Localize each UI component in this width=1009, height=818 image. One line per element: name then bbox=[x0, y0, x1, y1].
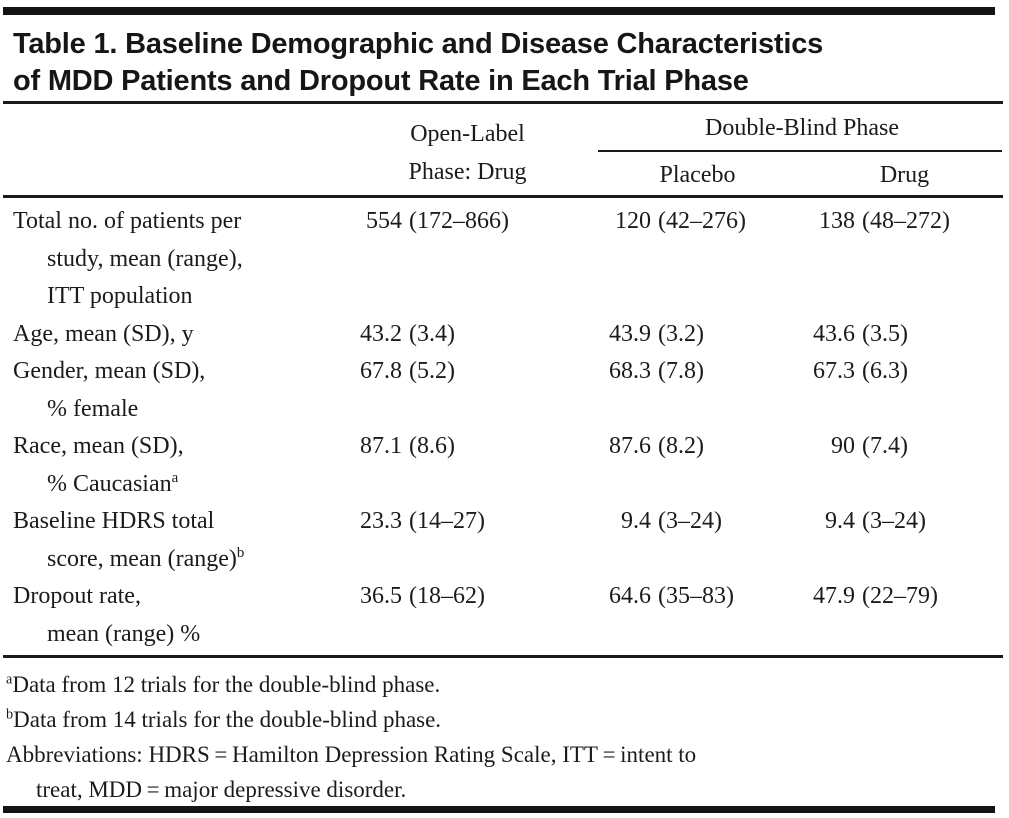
cell-drug: 9.4 (3–24) bbox=[800, 503, 1000, 541]
row-label-text: Baseline HDRS total score, mean (range) bbox=[13, 508, 237, 572]
rule-under-double-blind bbox=[598, 150, 1002, 152]
value-range: (3.4) bbox=[409, 320, 455, 347]
footnote-text: Abbreviations: HDRS = Hamilton Depressio… bbox=[6, 742, 697, 802]
value-range: (6.3) bbox=[862, 358, 908, 384]
cell-placebo: 9.4 (3–24) bbox=[595, 503, 800, 541]
footnote-b: bData from 14 trials for the double-blin… bbox=[6, 702, 1006, 737]
value-range: (3–24) bbox=[862, 508, 926, 534]
value-range: (172–866) bbox=[409, 208, 509, 234]
value-mean: 87.6 bbox=[609, 433, 651, 459]
rule-under-title bbox=[3, 101, 1003, 104]
row-label-text: Age, mean (SD), y bbox=[13, 320, 194, 347]
value-range: (7.4) bbox=[862, 433, 908, 459]
value-mean: 43.6 bbox=[813, 320, 855, 347]
value-mean: 47.9 bbox=[813, 583, 855, 609]
value-mean: 36.5 bbox=[360, 583, 402, 609]
rule-under-body bbox=[3, 655, 1003, 658]
row-label: Baseline HDRS total score, mean (range)b bbox=[13, 503, 340, 578]
value-mean: 64.6 bbox=[609, 583, 651, 609]
cell-drug: 47.9 (22–79) bbox=[800, 578, 1000, 616]
footnote-a: aData from 12 trials for the double-blin… bbox=[6, 667, 1006, 702]
footnote-marker: b bbox=[6, 706, 14, 723]
row-label: Total no. of patients per study, mean (r… bbox=[13, 203, 340, 316]
value-range: (35–83) bbox=[658, 583, 734, 609]
cell-drug: 67.3 (6.3) bbox=[800, 353, 1000, 391]
row-label-text: Race, mean (SD), % Caucasian bbox=[13, 433, 184, 497]
cell-open-label: 43.2 (3.4) bbox=[340, 316, 595, 354]
row-label: Age, mean (SD), y bbox=[13, 316, 340, 354]
table-row: Race, mean (SD), % Caucasiana 87.1 (8.6) … bbox=[13, 428, 1003, 503]
value-mean: 87.1 bbox=[360, 433, 402, 459]
row-label-superscript: b bbox=[236, 544, 245, 561]
table-row: Dropout rate, mean (range) % 36.5 (18–62)… bbox=[13, 578, 1003, 653]
cell-open-label: 36.5 (18–62) bbox=[340, 578, 595, 616]
value-range: (42–276) bbox=[658, 208, 746, 234]
value-range: (3.5) bbox=[862, 320, 908, 347]
row-label-text: Gender, mean (SD), % female bbox=[13, 358, 206, 422]
value-range: (7.8) bbox=[658, 358, 704, 384]
cell-open-label: 87.1 (8.6) bbox=[340, 428, 595, 466]
cell-placebo: 68.3 (7.8) bbox=[595, 353, 800, 391]
bottom-rule-thick bbox=[3, 806, 995, 813]
cell-open-label: 67.8 (5.2) bbox=[340, 353, 595, 391]
cell-placebo: 87.6 (8.2) bbox=[595, 428, 800, 466]
value-range: (5.2) bbox=[409, 358, 455, 384]
cell-open-label: 554 (172–866) bbox=[340, 203, 595, 241]
footnote-text: Data from 12 trials for the double-blind… bbox=[12, 672, 441, 697]
value-mean: 9.4 bbox=[825, 508, 855, 534]
cell-placebo: 43.9 (3.2) bbox=[595, 316, 800, 354]
table-row: Age, mean (SD), y 43.2 (3.4) 43.9 (3.2) 43… bbox=[13, 316, 1003, 354]
footnotes: aData from 12 trials for the double-blin… bbox=[6, 667, 1006, 807]
footnote-marker: a bbox=[6, 671, 13, 688]
value-range: (14–27) bbox=[409, 508, 485, 534]
value-mean: 138 bbox=[819, 208, 855, 234]
cell-drug: 138 (48–272) bbox=[800, 203, 1000, 241]
table-row: Total no. of patients per study, mean (r… bbox=[13, 203, 1003, 316]
column-header-placebo: Placebo bbox=[659, 162, 736, 188]
cell-placebo: 120 (42–276) bbox=[595, 203, 800, 241]
cell-open-label: 23.3 (14–27) bbox=[340, 503, 595, 541]
row-label: Gender, mean (SD), % female bbox=[13, 353, 340, 428]
table-title: Table 1. Baseline Demographic and Diseas… bbox=[13, 28, 824, 97]
value-range: (48–272) bbox=[862, 208, 950, 234]
footnote-text: Data from 14 trials for the double-blind… bbox=[13, 707, 442, 732]
value-mean: 554 bbox=[366, 208, 402, 234]
column-group-header-double-blind: Double-Blind Phase bbox=[705, 115, 899, 141]
row-label-text: Dropout rate, mean (range) % bbox=[13, 583, 201, 647]
row-label: Dropout rate, mean (range) % bbox=[13, 578, 340, 653]
footnote-abbreviations: Abbreviations: HDRS = Hamilton Depressio… bbox=[6, 737, 1006, 807]
cell-placebo: 64.6 (35–83) bbox=[595, 578, 800, 616]
table-row: Gender, mean (SD), % female 67.8 (5.2) 68… bbox=[13, 353, 1003, 428]
value-range: (3–24) bbox=[658, 508, 722, 534]
value-range: (3.2) bbox=[658, 320, 704, 347]
value-mean: 43.2 bbox=[360, 320, 402, 347]
row-label-superscript: a bbox=[171, 469, 179, 486]
top-rule-thick bbox=[3, 7, 995, 15]
value-mean: 67.3 bbox=[813, 358, 855, 384]
value-range: (18–62) bbox=[409, 583, 485, 609]
cell-drug: 43.6 (3.5) bbox=[800, 316, 1000, 354]
row-label: Race, mean (SD), % Caucasiana bbox=[13, 428, 340, 503]
table-body: Total no. of patients per study, mean (r… bbox=[13, 203, 1003, 653]
value-range: (8.2) bbox=[658, 433, 704, 459]
value-mean: 120 bbox=[615, 208, 651, 234]
column-header-open-label: Open-Label Phase: Drug bbox=[408, 121, 527, 185]
value-range: (8.6) bbox=[409, 433, 455, 459]
row-label-text: Total no. of patients per study, mean (r… bbox=[13, 208, 243, 309]
value-mean: 67.8 bbox=[360, 358, 402, 384]
table-row: Baseline HDRS total score, mean (range)b… bbox=[13, 503, 1003, 578]
value-mean: 23.3 bbox=[360, 508, 402, 534]
column-header-drug: Drug bbox=[879, 162, 930, 188]
value-range: (22–79) bbox=[862, 583, 938, 609]
cell-drug: 90 (7.4) bbox=[800, 428, 1000, 466]
value-mean: 90 bbox=[831, 433, 855, 459]
value-mean: 9.4 bbox=[621, 508, 651, 534]
value-mean: 68.3 bbox=[609, 358, 651, 384]
value-mean: 43.9 bbox=[609, 320, 651, 347]
rule-under-header bbox=[3, 195, 1003, 198]
